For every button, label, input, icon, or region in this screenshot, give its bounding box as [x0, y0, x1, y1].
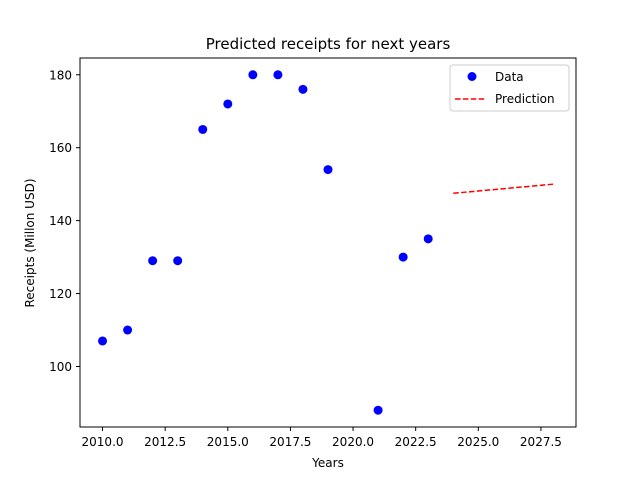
data-point [173, 256, 183, 266]
x-tick-label: 2022.5 [395, 435, 437, 449]
y-tick-label: 140 [49, 214, 72, 228]
data-point [123, 325, 133, 335]
legend-marker-data [467, 72, 477, 81]
x-tick-label: 2010.0 [82, 435, 124, 449]
data-point [198, 124, 208, 134]
data-point [423, 234, 433, 244]
data-point [248, 70, 258, 80]
x-tick-label: 2027.5 [520, 435, 562, 449]
data-point [373, 405, 383, 415]
data-point [223, 99, 233, 109]
data-point [148, 256, 158, 266]
plot-frame [79, 57, 577, 428]
x-tick-label: 2012.5 [144, 435, 186, 449]
y-axis-label: Receipts (Millon USD) [23, 178, 37, 307]
y-tick-label: 100 [49, 360, 72, 374]
data-point [398, 252, 408, 262]
x-axis-label: Years [311, 456, 344, 470]
data-point [298, 84, 308, 94]
legend-label: Prediction [495, 92, 555, 106]
y-tick-label: 120 [49, 287, 72, 301]
chart-title: Predicted receipts for next years [206, 35, 451, 53]
plot-area: 2010.0 2012.5 2015.0 2017.5 2020.0 2022.5 2025… [49, 57, 577, 449]
data-point [98, 336, 108, 346]
x-tick-label: 2017.5 [269, 435, 311, 449]
prediction-line [453, 183, 554, 195]
data-point [273, 70, 283, 80]
data-point [323, 165, 333, 175]
y-tick-label: 160 [49, 141, 72, 155]
legend-label: Data [495, 70, 524, 84]
x-tick-label: 2020.0 [332, 435, 374, 449]
x-tick-label: 2015.0 [207, 435, 249, 449]
legend: Data Prediction [449, 64, 570, 112]
y-tick-label: 180 [49, 68, 72, 82]
x-tick-label: 2025.0 [457, 435, 499, 449]
